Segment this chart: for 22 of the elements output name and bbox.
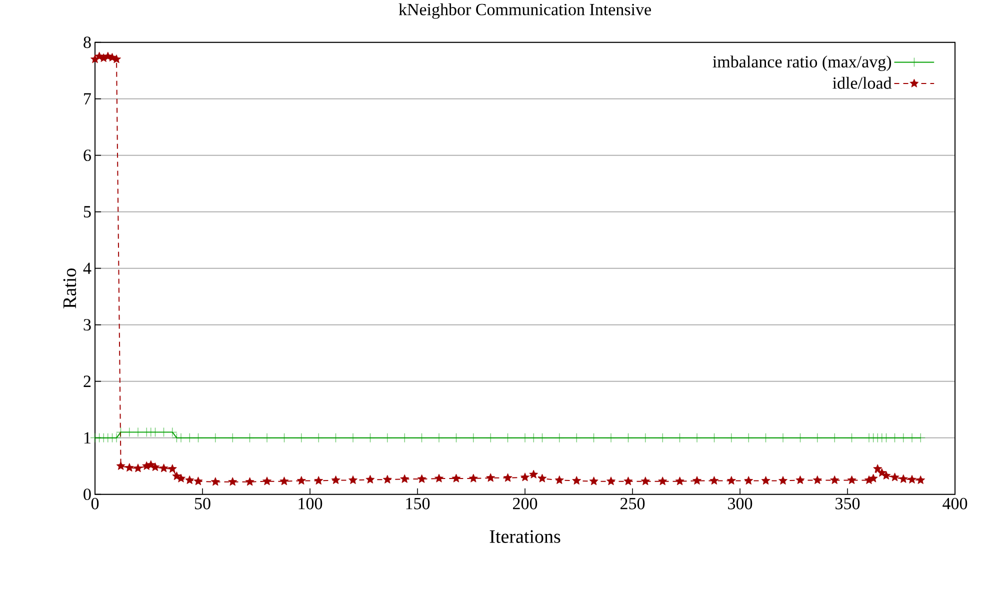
legend-label: imbalance ratio (max/avg) [712, 55, 892, 71]
x-tick-label: 50 [194, 498, 210, 510]
chart-title: kNeighbor Communication Intensive [398, 3, 651, 19]
y-tick-label: 3 [84, 318, 91, 330]
y-tick-label: 8 [84, 36, 91, 48]
y-tick-label: 2 [84, 376, 91, 387]
y-tick-label: 4 [83, 262, 92, 274]
y-tick-label: 0 [84, 488, 91, 500]
x-tick-label: 400 [942, 498, 968, 510]
x-tick-label: 350 [836, 498, 860, 510]
legend-label: idle/load [832, 76, 892, 89]
y-tick-label: 1 [84, 432, 90, 444]
x-tick-label: 200 [513, 498, 538, 510]
x-tick-label: 100 [298, 498, 322, 510]
x-axis-title: Iterations [490, 530, 560, 543]
y-axis-title: Ratio [63, 268, 76, 308]
x-tick-label: 250 [620, 498, 645, 510]
x-tick-label: 150 [406, 498, 430, 510]
y-tick-label: 5 [84, 206, 91, 218]
y-tick-label: 7 [84, 93, 91, 104]
y-tick-label: 6 [84, 149, 91, 161]
x-tick-label: 300 [728, 498, 752, 510]
